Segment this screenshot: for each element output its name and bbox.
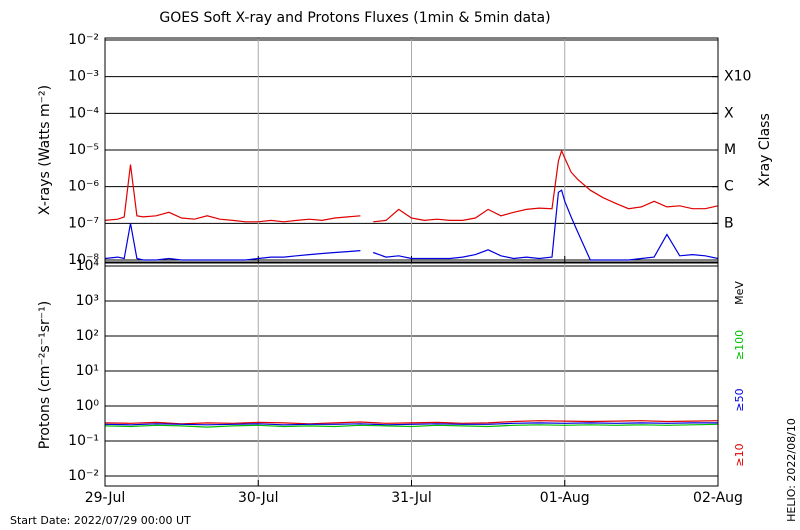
x-tick-label: 02-Aug [693, 490, 743, 506]
y-axis-title: X-rays (Watts m⁻²) [37, 85, 53, 215]
y-tick-label: 10³ [76, 293, 99, 309]
y-tick-label: 10⁻⁴ [68, 105, 99, 121]
y2-tick-label: M [724, 142, 736, 158]
x-tick-label: 30-Jul [238, 490, 279, 506]
legend-title: MeV [733, 281, 746, 305]
series-line [104, 423, 719, 428]
x-tick-label: 01-Aug [540, 490, 590, 506]
legend-label: ≥50 [733, 388, 746, 411]
y-tick-label: 10⁻⁸ [68, 252, 99, 268]
series-line [104, 422, 718, 426]
y-tick-label: 10⁻² [68, 32, 99, 48]
y-tick-label: 10⁻² [68, 468, 99, 484]
legend-label: ≥100 [733, 330, 746, 360]
chart-title: GOES Soft X-ray and Protons Fluxes (1min… [159, 10, 550, 26]
y-tick-label: 10⁻³ [68, 69, 99, 85]
series-line [104, 149, 719, 223]
y-tick-label: 10¹ [76, 363, 99, 379]
y2-axis-title: Xray Class [757, 113, 773, 187]
y-tick-label: 10⁻⁵ [68, 142, 99, 158]
plot-frame [104, 37, 719, 263]
y-tick-label: 10⁴ [76, 258, 100, 274]
y2-tick-label: C [724, 179, 734, 195]
y2-tick-label: B [724, 215, 734, 231]
series-line [104, 189, 719, 261]
y-tick-label: 10⁰ [76, 398, 100, 414]
y-axis-title: Protons (cm⁻²s⁻¹sr⁻¹) [37, 301, 53, 450]
side-note: HELIO: 2022/08/10 [785, 418, 798, 522]
series-line [104, 420, 719, 425]
y-tick-label: 10⁻⁶ [68, 179, 99, 195]
legend-label: ≥10 [733, 443, 746, 466]
plot-frame [104, 262, 719, 487]
y2-tick-label: X10 [724, 69, 751, 85]
y2-tick-label: X [724, 105, 734, 121]
y-tick-label: 10⁻⁷ [68, 215, 99, 231]
start-date: Start Date: 2022/07/29 00:00 UT [10, 514, 191, 527]
x-tick-label: 29-Jul [85, 490, 126, 506]
y-tick-label: 10² [76, 328, 99, 344]
y-tick-label: 10⁻¹ [68, 433, 99, 449]
x-tick-label: 31-Jul [391, 490, 432, 506]
